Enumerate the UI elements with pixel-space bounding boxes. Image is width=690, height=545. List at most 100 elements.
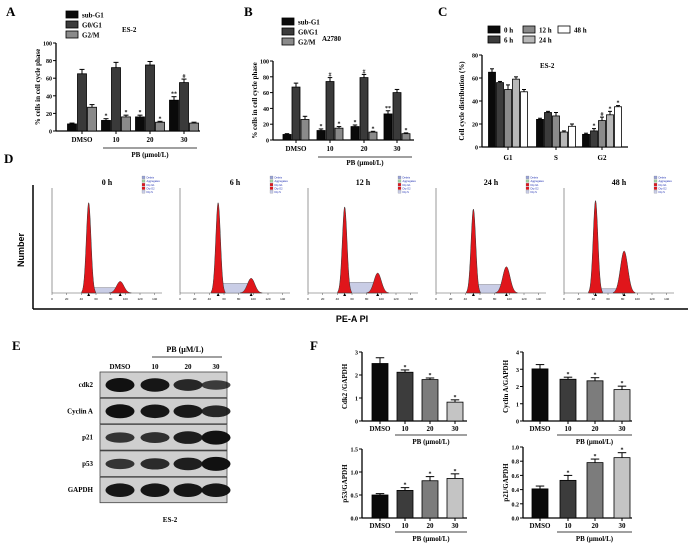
g1-peak — [81, 202, 96, 294]
panel-label-f: F — [310, 338, 318, 353]
legend-swatch — [653, 183, 658, 187]
legend-swatch — [522, 25, 536, 34]
panel-label-e: E — [12, 338, 21, 353]
y-tick-label: 3 — [355, 351, 358, 357]
lane-label: 20 — [185, 363, 193, 371]
protein-label: p21 — [82, 434, 93, 442]
legend-label: 12 h — [539, 27, 552, 35]
x-tick-label: 0 — [435, 297, 437, 301]
bar-48-h — [614, 106, 622, 148]
x-tick-label: 100 — [379, 297, 384, 301]
significance-mark: * — [429, 373, 432, 379]
legend-swatch — [653, 175, 658, 179]
bar-sub-g1 — [316, 130, 326, 141]
y-tick-label: 100 — [43, 42, 52, 48]
chart-title: ES-2 — [540, 62, 555, 70]
x-axis-label: PB (μmol/L) — [346, 159, 384, 167]
legend-label: Dip G2 — [531, 186, 540, 190]
legend-swatch — [65, 10, 79, 19]
bar-cyclin-a — [613, 389, 631, 422]
y-tick-label: 20 — [263, 123, 269, 129]
bar-cdk2 — [446, 401, 464, 422]
legend-label: Debris — [147, 176, 155, 180]
x-tick-label: 10 — [402, 425, 410, 433]
x-axis-label: PB (μmol/L) — [412, 438, 450, 446]
bar-g0-g1 — [392, 92, 402, 141]
chart-f1: 0 1 2 3 DMSO 10 * 20 * 30 * PB (μmol/L) Cdk2 /GAPDH — [341, 351, 467, 446]
x-tick-label: 80 — [237, 297, 241, 301]
bar-g0-g1 — [359, 77, 369, 141]
x-tick-label: 10 — [327, 145, 335, 153]
x-tick-label: 30 — [394, 145, 402, 153]
significance-mark: ** — [385, 106, 391, 112]
significance-mark: * — [404, 365, 407, 371]
x-tick-label: 10 — [565, 522, 573, 530]
bar-cyclin-a — [586, 380, 604, 422]
x-tick-label: 120 — [137, 297, 142, 301]
histogram-24h: 24 h0 20 40 60 80 100 120 140DebrisAggregatesDi… — [435, 176, 546, 301]
legend-label: Aggregates — [275, 179, 289, 183]
legend-label: Dip S — [659, 190, 666, 194]
legend-label: Dip G2 — [403, 186, 412, 190]
y-axis-label: Cyclin A/GAPDH — [502, 359, 510, 413]
legend-label: sub-G1 — [82, 12, 104, 20]
legend-swatch — [65, 20, 79, 29]
x-tick-label: 40 — [464, 297, 468, 301]
x-tick-label: 140 — [280, 297, 285, 301]
legend-label: G2/M — [298, 39, 316, 47]
legend-label: 24 h — [539, 37, 552, 45]
bar-6-h — [496, 82, 504, 148]
y-tick-label: 0.5 — [351, 494, 359, 500]
y-tick-label: 0 — [355, 420, 358, 426]
protein-band — [140, 458, 170, 470]
y-tick-label: 100 — [260, 60, 269, 66]
x-tick-label: DMSO — [72, 136, 94, 144]
legend-swatch — [281, 27, 295, 36]
x-axis-label: PB (μmol/L) — [131, 151, 169, 159]
significance-mark: * — [454, 395, 457, 401]
panel-label-c: C — [438, 4, 447, 19]
x-tick-label: 20 — [147, 136, 155, 144]
bar-sub-g1 — [101, 120, 111, 132]
chart-f4: 0.0 0.2 0.4 0.6 0.8 1.0 DMSO 10 * 20 * 30 * PB (μmol/… — [502, 446, 632, 543]
bar-sub-g1 — [169, 99, 179, 132]
y-tick-label: 1.5 — [351, 448, 359, 454]
legend-swatch — [269, 179, 274, 183]
x-tick-label: 140 — [536, 297, 541, 301]
x-tick-label: 20 — [321, 297, 325, 301]
significance-mark: # — [601, 112, 604, 118]
significance-mark: * — [621, 381, 624, 387]
significance-mark: * — [354, 120, 357, 126]
x-tick-label: 120 — [393, 297, 398, 301]
protein-label: Cyclin A — [67, 407, 93, 415]
y-axis-label: Number — [16, 233, 26, 268]
legend-label: sub-G1 — [298, 19, 320, 27]
bar-p53 — [446, 478, 464, 519]
x-tick-label: 60 — [350, 297, 354, 301]
bar-12-h — [504, 89, 512, 148]
histogram-12h: 12 h0 20 40 60 80 100 120 140DebrisAggregatesDi… — [307, 176, 418, 301]
x-axis-label: PE-A PI — [336, 314, 368, 324]
significance-mark: * — [567, 372, 570, 378]
y-tick-label: 0.0 — [512, 517, 520, 523]
bar-g2-m — [87, 106, 97, 132]
legend-swatch — [487, 35, 501, 44]
bar-0-h — [582, 133, 590, 148]
legend-swatch — [269, 183, 274, 187]
y-tick-label: 1 — [355, 397, 358, 403]
x-tick-label: 80 — [365, 297, 369, 301]
protein-band — [173, 431, 203, 444]
x-tick-label: 40 — [80, 297, 84, 301]
g2-peak — [239, 278, 263, 294]
x-tick-label: 0 — [563, 297, 565, 301]
peak-marker-icon — [216, 293, 253, 296]
y-tick-label: 0.2 — [512, 502, 520, 508]
bar-g2-m — [189, 122, 199, 132]
y-tick-label: 4 — [516, 351, 519, 357]
legend-label: Aggregates — [403, 179, 417, 183]
y-tick-label: 40 — [263, 107, 269, 113]
x-tick-label: 60 — [94, 297, 98, 301]
y-axis-label: % cells in cell cycle phase — [251, 62, 259, 138]
